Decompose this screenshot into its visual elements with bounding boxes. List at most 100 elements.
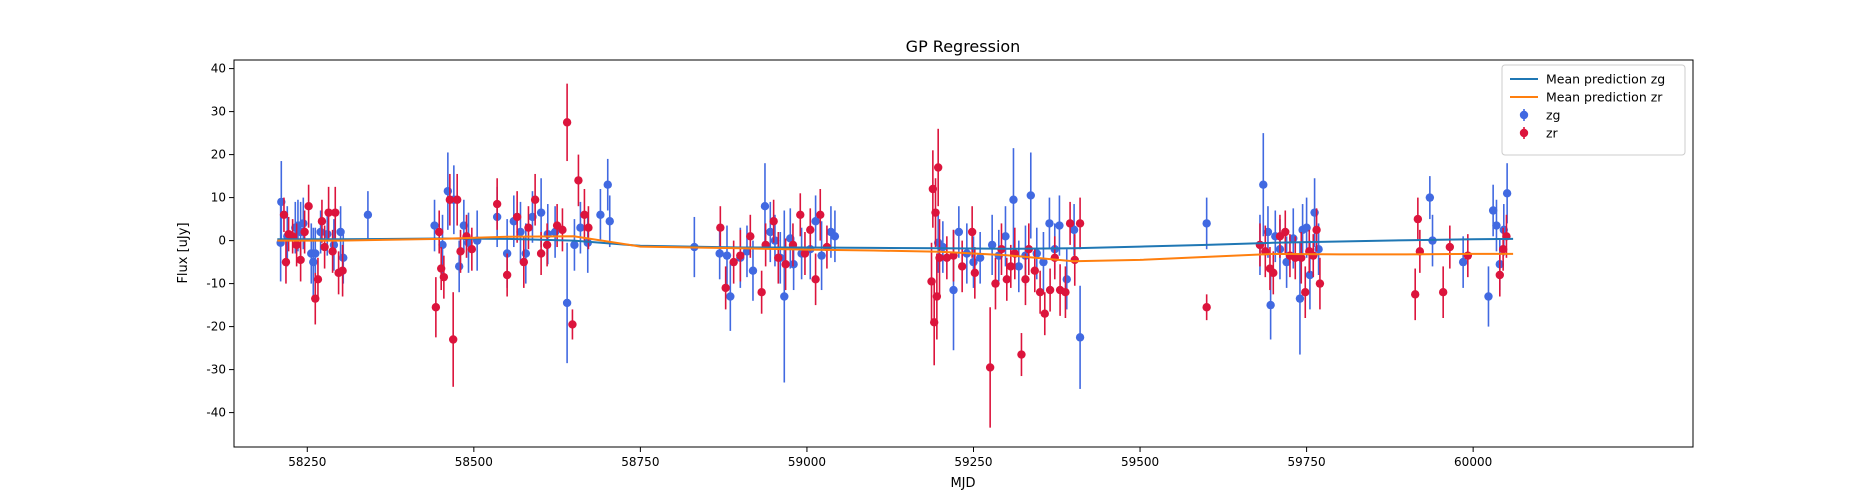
zr-point — [328, 247, 337, 256]
zr-point — [781, 260, 790, 269]
zg-point — [1069, 225, 1079, 235]
zr-point — [931, 208, 940, 217]
zg-point — [309, 257, 318, 267]
zr-point — [439, 272, 449, 282]
zg-point — [817, 251, 826, 260]
zg-point — [1055, 221, 1064, 230]
zr-point — [757, 288, 766, 297]
legend-box — [1501, 64, 1686, 156]
zr-point — [1030, 266, 1039, 275]
legend-marker-swatch — [1519, 128, 1529, 138]
zr-point — [530, 195, 540, 204]
y-tick-label: 40 — [211, 62, 226, 76]
zr-point — [1061, 288, 1070, 297]
zg-point — [1502, 189, 1512, 198]
zg-point — [1202, 219, 1211, 228]
zr-point — [991, 279, 1000, 288]
zg-point — [596, 210, 605, 219]
zr-point — [431, 303, 441, 312]
zr-point — [452, 195, 462, 204]
x-tick-label: 59750 — [1288, 455, 1326, 469]
zr-point — [434, 227, 444, 237]
zg-point — [363, 210, 373, 219]
legend-item: zr — [1519, 126, 1559, 141]
line-mean-prediction-zr — [277, 235, 1514, 263]
zr-point — [796, 210, 805, 219]
zr-point — [300, 227, 309, 237]
zg-point — [1310, 208, 1319, 217]
zg-point — [1484, 292, 1493, 301]
zr-point — [1410, 290, 1420, 299]
zr-point — [800, 249, 810, 258]
y-axis: -40 -30 -20 -10 0 10 20 30 40 — [206, 62, 234, 420]
zr-point — [1035, 288, 1045, 297]
x-tick-label: 60000 — [1454, 455, 1492, 469]
zg-point — [1026, 191, 1035, 200]
zg-point — [1314, 245, 1323, 254]
zg-point — [603, 180, 612, 189]
zr-point — [1040, 309, 1049, 318]
zr-point — [716, 223, 725, 232]
zr-point — [492, 199, 502, 209]
zg-point — [1488, 206, 1498, 215]
zr-point — [292, 240, 301, 250]
zg-point — [430, 221, 439, 230]
zg-point — [760, 202, 770, 211]
zr-point — [519, 257, 529, 267]
legend-item: zg — [1519, 108, 1561, 123]
legend: Mean prediction zg Mean prediction zr zg zr — [1501, 64, 1686, 156]
zg-point — [516, 227, 525, 237]
zr-point — [1070, 255, 1079, 265]
zr-point — [957, 262, 967, 271]
zr-point — [574, 176, 583, 185]
y-tick-label: -20 — [206, 320, 226, 334]
legend-items: Mean prediction zg Mean prediction zr zg zr — [1510, 72, 1665, 141]
zg-point — [780, 292, 789, 301]
y-tick-label: 30 — [211, 105, 226, 119]
zr-point — [568, 320, 577, 329]
zr-point — [933, 163, 943, 172]
zr-point — [721, 283, 730, 293]
zg-point — [311, 249, 320, 258]
legend-item: Mean prediction zr — [1510, 90, 1663, 105]
zr-point — [580, 210, 589, 219]
zg-point — [1458, 257, 1468, 267]
x-tick-label: 59250 — [954, 455, 992, 469]
zr-point — [736, 251, 745, 260]
y-tick-label: -10 — [206, 277, 226, 291]
zr-point — [1312, 225, 1321, 235]
zr-point — [935, 253, 944, 262]
zr-point — [320, 242, 329, 252]
zr-point — [524, 223, 533, 232]
zr-point — [1301, 288, 1310, 297]
zr-point — [1291, 253, 1300, 262]
zr-point — [1075, 219, 1085, 228]
zg-point — [1014, 262, 1023, 271]
legend-label: Mean prediction zg — [1546, 72, 1665, 87]
zg-point — [1062, 275, 1071, 284]
zr-point — [467, 245, 477, 254]
x-axis: 58250 58500 58750 59000 59250 59500 59750 60000 — [288, 447, 1492, 469]
zr-point — [1413, 214, 1423, 224]
series-layer — [276, 83, 1514, 428]
zg-point — [605, 217, 614, 226]
zg-point — [1045, 219, 1054, 228]
zr-point — [281, 257, 291, 267]
zg-point — [1266, 300, 1275, 310]
zg-point — [454, 262, 464, 271]
x-tick-label: 58500 — [455, 455, 493, 469]
zg-point — [715, 249, 724, 258]
plot-frame — [233, 59, 1694, 448]
zg-point — [1302, 223, 1311, 232]
zg-point — [1305, 270, 1315, 280]
zr-point — [1315, 279, 1325, 288]
line-mean-prediction-zg — [277, 237, 1514, 250]
zg-point — [536, 208, 546, 217]
zr-point — [1281, 227, 1290, 237]
y-tick-label: 20 — [211, 148, 226, 162]
zr-point — [1498, 245, 1508, 254]
series-zr — [279, 83, 1511, 428]
zr-point — [1445, 242, 1455, 252]
zr-point — [1006, 262, 1016, 271]
zr-point — [338, 266, 347, 275]
